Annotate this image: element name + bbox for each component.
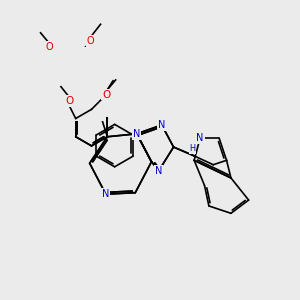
- Text: O: O: [103, 90, 110, 100]
- Text: O: O: [46, 42, 53, 52]
- Text: N: N: [155, 166, 163, 176]
- Text: N: N: [155, 166, 163, 176]
- Text: O: O: [86, 36, 94, 46]
- Text: N: N: [158, 120, 166, 130]
- Text: N: N: [158, 120, 166, 130]
- Text: N: N: [196, 133, 204, 143]
- Text: N: N: [102, 189, 110, 199]
- Text: H: H: [190, 144, 196, 153]
- Text: N: N: [133, 129, 140, 139]
- Bar: [17, 47, 106, 121]
- Text: O: O: [66, 96, 74, 106]
- Text: N: N: [133, 129, 140, 139]
- Text: N: N: [102, 189, 110, 199]
- Text: O: O: [65, 96, 73, 106]
- Text: O: O: [102, 90, 110, 100]
